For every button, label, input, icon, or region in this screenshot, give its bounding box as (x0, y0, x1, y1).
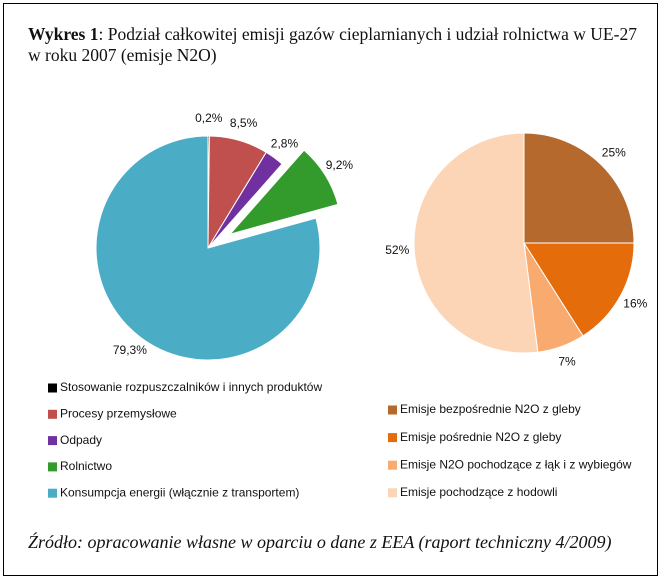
legend-label: Procesy przemysłowe (60, 406, 177, 420)
pie-slice (207, 151, 283, 249)
legend-swatch (48, 409, 57, 419)
slice-label: 52% (385, 243, 409, 257)
source: Źródło: opracowanie własne w oparciu o d… (28, 532, 612, 552)
pie-slice (95, 135, 321, 361)
legend-swatch (48, 462, 57, 472)
legend-swatch (48, 488, 57, 498)
slice-label: 0,2% (195, 111, 223, 125)
pie-slice (413, 132, 539, 354)
title: Wykres 1: Podział całkowitej emisji gazó… (28, 24, 648, 66)
slice-label: 9,2% (326, 158, 354, 172)
pie-slice (523, 242, 635, 337)
legend-swatch (48, 383, 57, 393)
legend-label: Stosowanie rozpuszczalników i innych pro… (60, 380, 322, 394)
legend-swatch (388, 488, 397, 498)
slice-label: 16% (623, 296, 647, 310)
legend-label: Konsumpcja energii (włącznie z transport… (60, 485, 299, 499)
slice-label: 7% (558, 355, 576, 369)
legend-swatch (48, 436, 57, 446)
slice-label: 8,5% (230, 116, 258, 130)
pie-slice (523, 132, 635, 244)
legend-label: Emisje pośrednie N2O z gleby (400, 430, 561, 444)
frame (3, 3, 658, 576)
slice-label: 79,3% (113, 343, 147, 357)
legend-label: Emisje pochodzące z hodowli (400, 485, 557, 499)
legend-label: Rolnictwo (60, 459, 112, 473)
slice-label: 25% (602, 145, 626, 159)
title-text: : Podział całkowitej emisji gazów ciepla… (28, 24, 637, 65)
legend-label: Emisje bezpośrednie N2O z gleby (400, 402, 581, 416)
legend-swatch (388, 405, 397, 415)
legend-swatch (388, 460, 397, 470)
legend-swatch (388, 433, 397, 443)
legend-label: Odpady (60, 433, 102, 447)
title-label: Wykres 1 (28, 24, 99, 44)
pie-slice (228, 149, 339, 236)
slice-label: 2,8% (271, 136, 299, 150)
legend-label: Emisje N2O pochodzące z łąk i z wybiegów (400, 457, 632, 471)
